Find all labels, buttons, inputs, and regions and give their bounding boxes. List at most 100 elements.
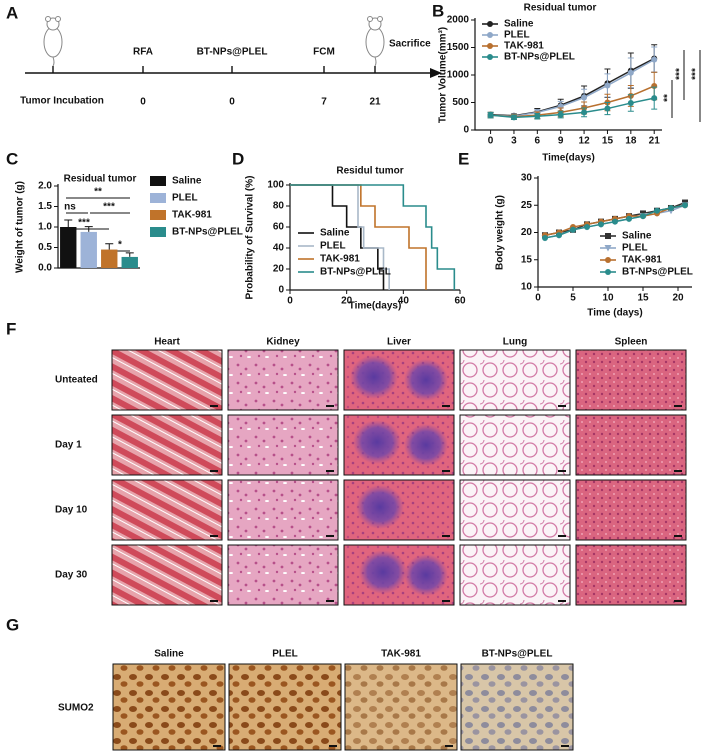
legend-label: Saline [172,176,202,187]
bar [121,256,138,268]
annotation: * [118,240,122,251]
tissue-image [575,544,687,606]
column-header: Saline [154,649,184,660]
bar [60,227,77,268]
tissue-region [359,550,407,594]
x-tick-label: 20 [672,293,684,304]
point [598,221,604,228]
y-tick-label: 500 [452,97,469,108]
y-tick-label: 15 [521,254,533,265]
point [581,109,588,116]
y-tick-label: 1000 [447,70,470,81]
annotation: *** [691,68,702,80]
timeline-day: 0 [140,97,146,108]
row-label: Day 10 [55,505,88,516]
legend-marker [487,54,493,60]
x-tick-label: 20 [341,296,353,307]
x-axis-label: Time(days) [349,301,402,312]
scale-bar [561,745,569,747]
point [626,215,632,222]
timeline-day: 7 [321,97,327,108]
row-label: Day 1 [55,440,82,451]
ihc-image [460,663,574,751]
tissue-region [353,420,401,464]
x-tick-label: 12 [579,136,591,147]
panel-label: F [6,319,16,338]
tissue-image [227,349,339,411]
panel-label: B [432,1,444,20]
scale-bar [674,535,682,537]
legend-marker [605,257,611,263]
column-header: Lung [503,337,527,348]
timeline-label: Sacrifice [389,39,431,50]
scale-bar [213,745,221,747]
scale-bar [442,470,450,472]
scale-bar [674,470,682,472]
tissue-image [459,349,571,411]
point [651,56,658,63]
panel-label: E [458,149,469,168]
scale-bar [210,600,218,602]
scale-bar [558,470,566,472]
y-axis-label: Tumor Volume(mm³) [438,27,449,123]
point [556,232,562,239]
y-tick-label: 1.5 [38,201,52,212]
chart-title: Residual tumor [524,3,597,14]
error-bar [105,243,114,250]
point [604,105,611,112]
legend-label: PLEL [320,241,346,252]
scale-bar [558,600,566,602]
tissue-region [404,424,448,466]
legend-marker [605,269,611,275]
x-tick-label: 3 [511,136,517,147]
x-tick-label: 9 [558,136,564,147]
y-tick-label: 20 [273,264,285,275]
point [487,112,494,119]
point [627,69,634,76]
scale-bar [326,535,334,537]
column-header: TAK-981 [381,649,421,660]
tissue-image [111,479,223,541]
legend-marker [604,245,612,252]
mouse-icon [43,16,63,67]
legend-label: TAK-981 [504,41,544,52]
legend-marker [487,43,493,49]
tissue-image [227,479,339,541]
panel-label: G [6,615,19,634]
y-tick-label: 0 [463,125,469,136]
point [654,207,660,214]
tissue-image [575,349,687,411]
survival-line [290,184,390,290]
y-tick-label: 2.0 [38,181,52,192]
x-axis-label: Time (days) [587,308,642,319]
legend-label: PLEL [172,193,198,204]
scale-bar [326,600,334,602]
tissue-region [404,554,448,596]
tissue-region [350,355,398,399]
timeline-label: BT-NPs@PLEL [197,47,268,58]
y-axis-label: Weight of tumor (g) [15,181,26,273]
ihc-image [228,663,342,751]
y-axis-label: Body weight (g) [495,195,506,270]
y-tick-label: 2000 [447,15,470,26]
scale-bar [442,405,450,407]
scale-bar [210,535,218,537]
y-tick-label: 10 [521,282,533,293]
x-tick-label: 5 [570,293,576,304]
legend-label: TAK-981 [172,210,212,221]
legend-marker [605,233,611,239]
point [627,100,634,107]
y-tick-label: 0.0 [38,263,52,274]
y-tick-label: 30 [521,173,533,184]
point [668,204,674,211]
tissue-image [227,414,339,476]
x-tick-label: 60 [454,296,466,307]
point [612,218,618,225]
timeline-ticks [52,66,376,73]
tissue-image [459,414,571,476]
timeline-arrow [430,68,442,78]
legend-label: BT-NPs@PLEL [172,227,243,238]
row-label: Unteated [55,375,98,386]
y-tick-label: 1.0 [38,222,52,233]
error-bar [64,219,73,227]
